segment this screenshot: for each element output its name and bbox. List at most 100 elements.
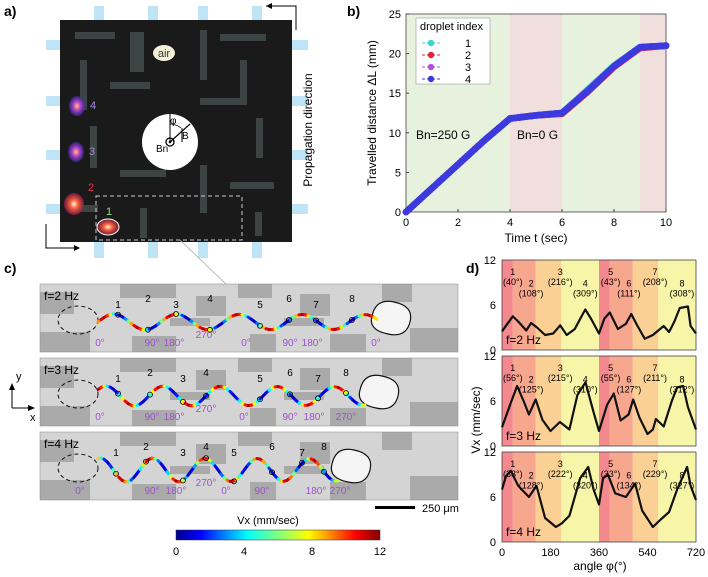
subplot-frame [501, 259, 697, 351]
annotation-index: 3 [558, 363, 563, 373]
annotation-angle: (128°) [519, 480, 544, 490]
marker-point-2 [145, 326, 151, 333]
marker-angle-1: 0° [95, 338, 105, 349]
annotation-angle: (108°) [519, 288, 544, 298]
annotation-index: 3 [558, 267, 563, 277]
annotation-index: 3 [558, 459, 563, 469]
annotation-index: 5 [608, 363, 613, 373]
phase-band [599, 260, 610, 350]
annotation-angle: (43°) [601, 277, 621, 287]
annotation-index: 8 [679, 278, 684, 288]
droplet-start-outline [57, 453, 99, 483]
marker-index-5: 5 [257, 300, 263, 311]
marker-index-4: 4 [207, 294, 213, 305]
obstacle-block-4 [196, 370, 226, 390]
b-xlabel: Time t (sec) [505, 231, 568, 245]
phase-band [512, 452, 536, 542]
freq-label: f=4 Hz [44, 437, 79, 451]
zoom-box [95, 195, 243, 241]
marker-index-8: 8 [349, 294, 355, 305]
phase-band [561, 356, 599, 446]
marker-point-6 [287, 391, 293, 398]
ytick-label-4: 20 [389, 49, 401, 61]
marker-angle-3: 180° [164, 338, 185, 349]
marker-index-3: 3 [180, 448, 186, 459]
marker-angle-5: 0° [239, 412, 249, 423]
annotation-angle: (211°) [643, 373, 667, 383]
marker-index-3: 3 [180, 374, 186, 385]
marker-angle-4: 270° [196, 478, 217, 489]
marker-point-8 [321, 468, 327, 475]
marker-index-7: 7 [313, 300, 319, 311]
obstacle-block-0 [40, 440, 74, 462]
vx-line [500, 465, 698, 529]
annotation-angle: (134°) [617, 480, 642, 490]
panel-b-label: b) [347, 3, 360, 19]
vx-annotation-7: 7 (208°) [643, 267, 668, 287]
phase-band [609, 452, 633, 542]
droplet-2 [64, 193, 84, 215]
vx-ytick-1: 6 [490, 492, 496, 504]
vx-freq-label: f=2 Hz [506, 333, 541, 347]
marker-point-4 [203, 392, 209, 399]
annotation-bn-0: Bn=0 G [517, 128, 558, 142]
legend-label-1: 1 [465, 38, 471, 50]
series-4 [402, 42, 670, 216]
marker-angle-4: 270° [196, 330, 217, 341]
marker-angle-6: 90° [254, 486, 269, 497]
droplet-end-outline [370, 300, 412, 336]
phase-band [658, 452, 696, 542]
marker-index-2: 2 [143, 442, 149, 453]
marker-index-5: 5 [257, 374, 263, 385]
marker-angle-8: 270° [330, 486, 351, 497]
marker-point-6 [286, 317, 292, 323]
annotation-angle: (312°) [670, 384, 695, 394]
annotation-angle: (222°) [548, 469, 573, 479]
obstacle-block-12 [284, 318, 324, 326]
phase-band [658, 356, 696, 446]
droplet-3 [68, 142, 84, 162]
b-ylabel: Travelled distance ΔL (mm) [365, 40, 379, 186]
marker-point-3 [180, 477, 186, 484]
phase-band [502, 260, 513, 350]
vx-xtick-0: 0 [499, 547, 505, 559]
legend-box [415, 17, 491, 85]
obstacle-block-5 [238, 284, 272, 298]
obstacle-block-6 [250, 408, 276, 426]
annotation-angle: (56°) [503, 373, 523, 383]
xtick-label-5: 10 [660, 217, 672, 229]
obstacle-block-2 [120, 432, 176, 446]
track-bars [70, 30, 274, 238]
annotation-angle: (55°) [601, 373, 621, 383]
trajectory-row-1: f=2 Hz 1 2 3 4 5 6 7 8 0° 90° 180° 270° 0° 90° 180° 0° [39, 283, 459, 353]
marker-point-6 [269, 469, 275, 476]
annotation-index: 1 [510, 459, 515, 469]
vx-annotation-8: 8 (308°) [670, 278, 695, 298]
marker-index-3: 3 [173, 300, 179, 311]
axis-x-label: x [30, 412, 36, 424]
trajectory-segment [372, 315, 379, 321]
vx-annotation-4: 4 (310°) [573, 374, 598, 394]
marker-point-5 [257, 396, 263, 403]
obstacle-block-1 [40, 406, 90, 426]
marker-angle-3: 180° [166, 486, 187, 497]
droplet-label-3: 3 [89, 146, 95, 158]
obstacle-block-10 [410, 402, 458, 426]
legend-label-3: 3 [465, 62, 471, 74]
marker-point-3 [180, 398, 186, 405]
marker-index-7: 7 [299, 448, 305, 459]
colorbar-tick-0: 0 [173, 546, 179, 558]
marker-angle-2: 90° [144, 486, 159, 497]
xtick-label-4: 8 [611, 217, 617, 229]
obstacle-block-5 [238, 358, 272, 372]
annotation-angle: (40°) [503, 277, 523, 287]
marker-point-4 [207, 326, 213, 333]
xtick-label-2: 4 [507, 217, 513, 229]
marker-index-4: 4 [203, 368, 209, 379]
trajectory-row-2: f=3 Hz 1 2 3 4 5 6 7 8 0° 90° 180° 270° 0° 90° 180° 270° [39, 357, 459, 427]
